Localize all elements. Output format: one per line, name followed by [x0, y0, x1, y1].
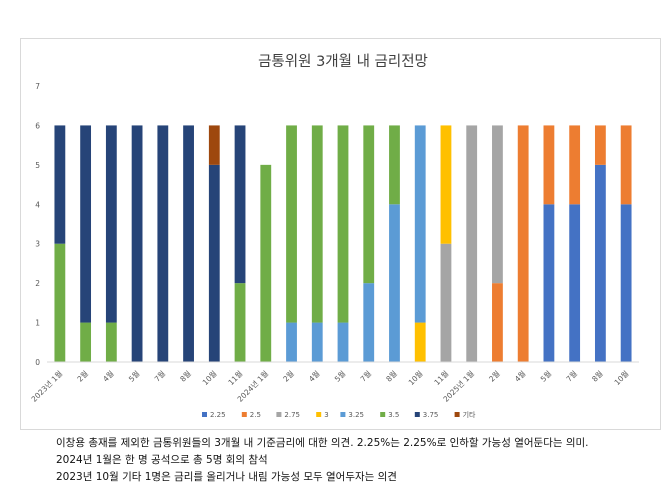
x-tick-label: 8월: [589, 368, 604, 383]
bar-segment: [105, 322, 117, 362]
legend-swatch: [454, 412, 460, 417]
legend-label: 3.5: [388, 411, 399, 419]
bar-segment: [286, 125, 297, 323]
legend-swatch: [380, 412, 386, 417]
x-tick-label: 10월: [406, 368, 425, 387]
x-tick-label: 8월: [178, 368, 193, 383]
bar-segment: [620, 125, 632, 205]
y-tick-label: 7: [35, 82, 40, 91]
legend-label: 2.5: [250, 411, 261, 419]
bar-segment: [80, 125, 92, 323]
x-tick-label: 11월: [432, 368, 451, 387]
bar-segment: [594, 164, 606, 362]
bar-segment: [620, 204, 632, 362]
note-2: 2024년 1월은 한 명 공석으로 총 5명 회의 참석: [56, 454, 268, 466]
legend-label: 3.25: [348, 411, 364, 419]
bar-segment: [54, 243, 66, 362]
bar-segment: [286, 322, 297, 362]
chart-title: 금통위원 3개월 내 금리전망: [258, 53, 428, 70]
bar-segment: [569, 204, 581, 362]
bar-segment: [260, 164, 272, 362]
bar-segment: [414, 322, 426, 362]
x-tick-label: 10월: [612, 368, 631, 387]
stacked-bar-chart: 금통위원 3개월 내 금리전망 0 1 2 3 4 5 6 7 2023년 1월 2월 4월 5월 7…: [29, 53, 639, 419]
bar-segment: [337, 322, 349, 362]
bar-segment: [594, 125, 606, 165]
bar-segment: [517, 125, 529, 362]
x-tick-label: 2023년 1월: [29, 368, 64, 403]
bar-segment: [208, 164, 220, 362]
note-3: 2023년 10월 기타 1명은 금리를 올리거나 내림 가능성 모두 열어두자…: [56, 471, 397, 483]
bar-segment: [569, 125, 581, 205]
x-tick-label: 2월: [487, 368, 502, 383]
bar-segment: [105, 125, 117, 323]
x-tick-label: 4월: [100, 368, 115, 383]
y-tick-label: 4: [35, 200, 40, 209]
legend-label: 3.75: [423, 411, 439, 419]
bar-segment: [389, 125, 400, 205]
x-tick-label: 2월: [75, 368, 90, 383]
x-tick-label: 7월: [152, 368, 167, 383]
x-tick-label: 10월: [200, 368, 219, 387]
bar-segment: [311, 125, 323, 323]
bar-segment: [80, 322, 92, 362]
x-tick-label: 11월: [226, 368, 245, 387]
legend-swatch: [241, 412, 247, 417]
bars: [54, 125, 632, 362]
bar-segment: [492, 283, 503, 362]
x-tick-label: 8월: [384, 368, 399, 383]
y-tick-label: 1: [35, 319, 40, 328]
legend-label: 기타: [463, 410, 476, 419]
bar-segment: [208, 125, 220, 165]
bar-segment: [337, 125, 349, 323]
bar-segment: [492, 125, 503, 284]
legend-swatch: [414, 412, 420, 417]
y-tick-label: 3: [35, 240, 40, 249]
x-tick-label: 7월: [564, 368, 579, 383]
bar-segment: [54, 125, 66, 244]
y-tick-label: 5: [35, 161, 40, 170]
legend: 2.25 2.5 2.75 3 3.25 3.5 3.75 기타: [202, 410, 476, 419]
bar-segment: [440, 243, 452, 362]
x-tick-label: 7월: [358, 368, 373, 383]
legend-swatch: [202, 412, 207, 417]
legend-label: 2.75: [284, 411, 300, 419]
x-tick-label: 2월: [281, 368, 296, 383]
y-tick-label: 6: [35, 121, 40, 130]
bar-segment: [440, 125, 452, 244]
bar-segment: [466, 125, 478, 362]
bar-segment: [131, 125, 143, 362]
bar-segment: [363, 283, 375, 362]
bar-segment: [311, 322, 323, 362]
x-tick-label: 4월: [306, 368, 321, 383]
legend-swatch: [276, 412, 282, 417]
legend-swatch: [316, 412, 322, 417]
bar-segment: [543, 125, 555, 205]
bar-segment: [363, 125, 375, 284]
bar-segment: [389, 204, 400, 362]
bar-segment: [543, 204, 555, 362]
bar-segment: [183, 125, 194, 362]
legend-label: 3: [324, 411, 328, 419]
note-1: 이창용 총재를 제외한 금통위원들의 3개월 내 기준금리에 대한 의견. 2.…: [56, 437, 589, 449]
x-tick-label: 5월: [126, 368, 141, 383]
x-tick-label: 4월: [512, 368, 527, 383]
y-tick-label: 2: [35, 279, 40, 288]
chart-frame: 금통위원 3개월 내 금리전망 0 1 2 3 4 5 6 7 2023년 1월 2월 4월 5월 7…: [20, 38, 661, 430]
bar-segment: [157, 125, 169, 362]
bar-segment: [414, 125, 426, 323]
x-tick-label: 5월: [332, 368, 347, 383]
y-tick-label: 0: [35, 358, 40, 367]
bar-segment: [234, 125, 246, 284]
x-tick-label: 5월: [538, 368, 553, 383]
legend-label: 2.25: [210, 411, 226, 419]
legend-swatch: [340, 412, 346, 417]
y-axis: 0 1 2 3 4 5 6 7: [35, 82, 40, 367]
bar-segment: [234, 283, 246, 362]
